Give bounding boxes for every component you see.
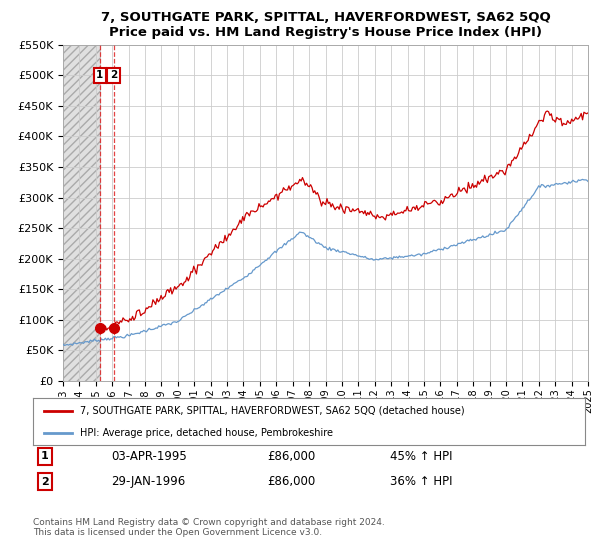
Text: 1: 1 (41, 451, 49, 461)
Text: 29-JAN-1996: 29-JAN-1996 (111, 475, 185, 488)
Text: 2: 2 (110, 71, 117, 80)
Text: £86,000: £86,000 (267, 475, 315, 488)
Text: HPI: Average price, detached house, Pembrokeshire: HPI: Average price, detached house, Pemb… (80, 428, 333, 438)
Text: Contains HM Land Registry data © Crown copyright and database right 2024.
This d: Contains HM Land Registry data © Crown c… (33, 518, 385, 538)
Text: 1: 1 (96, 71, 104, 80)
Text: £86,000: £86,000 (267, 450, 315, 463)
Text: 7, SOUTHGATE PARK, SPITTAL, HAVERFORDWEST, SA62 5QQ (detached house): 7, SOUTHGATE PARK, SPITTAL, HAVERFORDWES… (80, 406, 464, 416)
Text: 2: 2 (41, 477, 49, 487)
Text: 45% ↑ HPI: 45% ↑ HPI (390, 450, 452, 463)
Bar (63, 45, 100, 381)
Text: 36% ↑ HPI: 36% ↑ HPI (390, 475, 452, 488)
Text: 03-APR-1995: 03-APR-1995 (111, 450, 187, 463)
Title: 7, SOUTHGATE PARK, SPITTAL, HAVERFORDWEST, SA62 5QQ
Price paid vs. HM Land Regis: 7, SOUTHGATE PARK, SPITTAL, HAVERFORDWES… (101, 11, 550, 39)
